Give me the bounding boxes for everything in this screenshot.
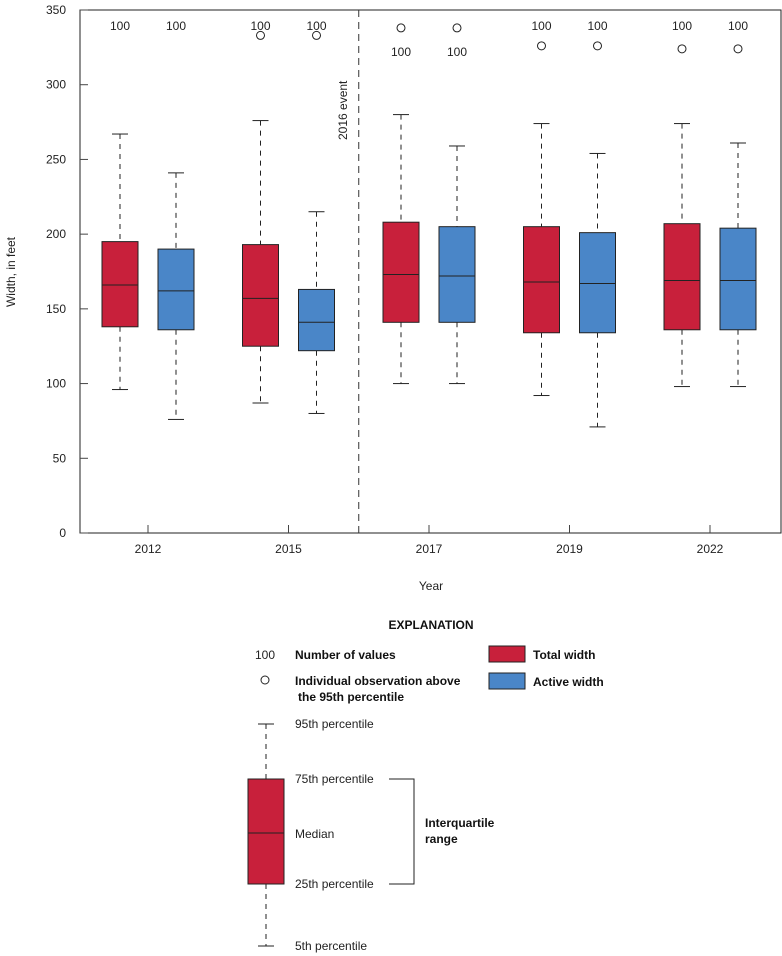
box-total-width <box>101 241 139 328</box>
y-tick-label: 300 <box>46 78 66 92</box>
legend-total-swatch <box>488 645 526 663</box>
x-tick-label: 2019 <box>556 542 583 556</box>
plot-frame <box>79 9 782 534</box>
box-active-width <box>298 288 335 352</box>
n-label: 100 <box>391 45 411 59</box>
x-tick-label: 2022 <box>697 542 724 556</box>
y-axis-label: Width, in feet <box>4 236 18 307</box>
x-tick-label: 2012 <box>135 542 162 556</box>
n-label: 100 <box>110 19 130 33</box>
legend-outlier-label-2: the 95th percentile <box>298 690 404 704</box>
n-label: 100 <box>587 19 607 33</box>
legend-outlier-icon <box>260 675 270 685</box>
outlier-point <box>396 23 406 33</box>
outlier-point <box>537 41 546 51</box>
y-tick-label: 250 <box>46 152 66 166</box>
legend-total-label: Total width <box>533 648 595 662</box>
outlier-point <box>452 23 462 33</box>
event-label: 2016 event <box>336 80 350 140</box>
y-tick-label: 100 <box>46 377 66 391</box>
box-active-width <box>157 248 195 331</box>
legend-p5: 5th percentile <box>295 939 367 953</box>
legend: EXPLANATION 100 Number of values Individ… <box>247 618 604 953</box>
n-label: 100 <box>447 45 467 59</box>
legend-n-label: Number of values <box>295 648 396 662</box>
legend-median: Median <box>295 827 334 841</box>
y-tick-label: 200 <box>46 227 66 241</box>
outlier-point <box>733 44 743 54</box>
legend-iqr-1: Interquartile <box>425 816 495 830</box>
x-tick-label: 2017 <box>416 542 443 556</box>
legend-iqr-2: range <box>425 832 458 846</box>
n-label: 100 <box>250 19 270 33</box>
box-total-width <box>663 223 701 331</box>
outlier-point <box>593 41 602 51</box>
legend-p95: 95th percentile <box>295 717 374 731</box>
box-total-width <box>523 226 560 334</box>
box-active-width <box>579 232 616 334</box>
box-total-width <box>382 221 420 323</box>
legend-n-example: 100 <box>255 648 275 662</box>
y-tick-label: 150 <box>46 302 66 316</box>
legend-active-label: Active width <box>533 675 604 689</box>
n-label: 100 <box>672 19 692 33</box>
box-active-width <box>719 227 757 331</box>
outlier-point <box>677 44 687 54</box>
x-tick-label: 2015 <box>275 542 302 556</box>
box-total-width <box>242 244 279 347</box>
legend-active-swatch <box>488 672 526 690</box>
y-tick-label: 0 <box>59 526 66 540</box>
legend-example-box <box>247 723 415 947</box>
legend-p25: 25th percentile <box>295 877 374 891</box>
y-tick-label: 350 <box>46 3 66 17</box>
legend-title: EXPLANATION <box>388 618 473 632</box>
legend-outlier-label-1: Individual observation above <box>295 674 461 688</box>
n-label: 100 <box>728 19 748 33</box>
legend-p75: 75th percentile <box>295 772 374 786</box>
n-label: 100 <box>306 19 326 33</box>
n-label: 100 <box>166 19 186 33</box>
outlier-point <box>312 30 321 40</box>
y-tick-label: 50 <box>53 451 67 465</box>
box-active-width <box>438 226 476 323</box>
plot-area: 0 50 100 150 200 250 300 350 2012 2015 2017 2019 202… <box>46 3 782 556</box>
outlier-point <box>256 30 265 40</box>
n-label: 100 <box>531 19 551 33</box>
x-axis-label: Year <box>419 579 443 593</box>
